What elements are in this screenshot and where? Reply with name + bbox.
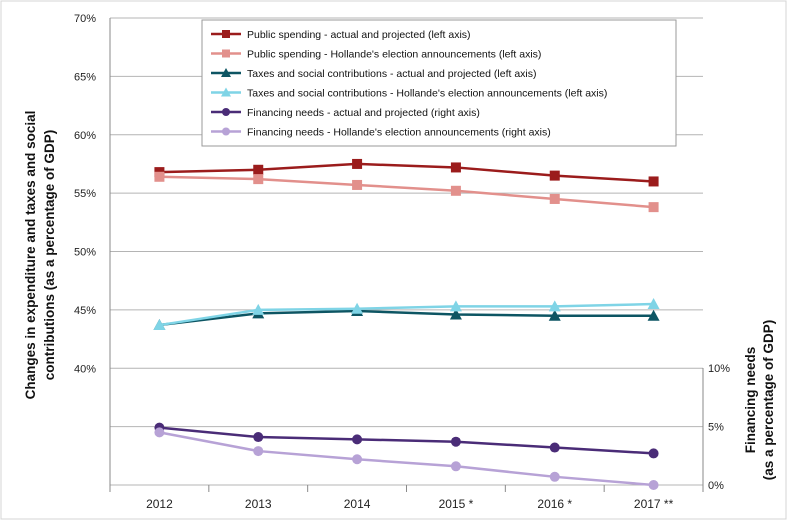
data-point <box>352 434 363 445</box>
right-tick-label: 5% <box>708 422 724 434</box>
x-tick-label: 2014 <box>344 497 371 511</box>
data-point <box>648 480 659 490</box>
legend-swatch-marker <box>222 108 230 116</box>
x-tick-label: 2017 ** <box>634 497 674 511</box>
legend-label: Financing needs - actual and projected (… <box>247 107 480 119</box>
data-point <box>648 448 659 459</box>
data-point <box>647 298 660 310</box>
data-point <box>648 202 659 213</box>
right-axis-title-line2: (as a percentage of GDP) <box>761 320 776 481</box>
right-tick-label: 10% <box>708 363 730 375</box>
series-group <box>153 298 660 331</box>
legend-swatch-marker <box>221 68 231 77</box>
series-layer <box>153 158 660 490</box>
data-point <box>549 471 560 482</box>
left-axis-title-line2: contributions (as a percentage of GDP) <box>42 130 57 381</box>
data-point <box>549 193 560 204</box>
series-line <box>159 302 654 327</box>
data-point <box>154 171 165 182</box>
legend-items: Public spending - actual and projected (… <box>211 29 607 139</box>
data-point <box>449 308 462 320</box>
data-point <box>647 309 660 321</box>
legend-label: Public spending - actual and projected (… <box>247 29 471 41</box>
x-tick-label: 2013 <box>245 497 272 511</box>
left-tick-label: 40% <box>74 363 96 375</box>
x-tick-label: 2016 * <box>537 497 572 511</box>
left-tick-label: 70% <box>74 13 96 25</box>
data-point <box>449 300 462 312</box>
left-tick-label: 60% <box>74 130 96 142</box>
series-line <box>159 175 654 209</box>
data-point <box>450 162 461 173</box>
legend-box <box>201 19 677 147</box>
legend-swatch-marker <box>222 30 230 38</box>
axis-layer: 40% 45% 50% 55% 60% 65% 70% 0% 5% 10% 2012 2013 2014… <box>74 13 730 511</box>
series-line <box>159 309 654 327</box>
left-tick-label: 45% <box>74 305 96 317</box>
data-point <box>352 158 363 169</box>
data-point <box>548 309 561 321</box>
legend-swatch-marker <box>222 127 230 136</box>
legend-label: Financing needs - Hollande's election an… <box>247 127 551 139</box>
data-point <box>253 164 264 175</box>
right-tick-label: 0% <box>708 480 724 492</box>
data-point <box>450 185 461 196</box>
series-group <box>154 427 659 490</box>
series-line <box>159 431 654 487</box>
data-point <box>450 436 461 447</box>
data-point <box>549 170 560 181</box>
data-point <box>548 300 561 312</box>
legend: Public spending - actual and projected (… <box>201 19 677 147</box>
data-point <box>252 303 265 315</box>
legend-label: Public spending - Hollande's election an… <box>247 49 541 61</box>
left-tick-label: 65% <box>74 71 96 83</box>
right-axis-title-line1: Financing needs <box>743 347 758 454</box>
left-tick-label: 50% <box>74 247 96 259</box>
data-point <box>253 432 264 443</box>
legend-swatch-marker <box>221 87 231 97</box>
x-tick-label: 2012 <box>146 497 173 511</box>
data-point <box>253 446 264 457</box>
series-group <box>154 171 659 213</box>
data-point <box>153 319 166 331</box>
data-point <box>154 427 165 438</box>
left-tick-label: 55% <box>74 188 96 200</box>
legend-label: Taxes and social contributions - actual … <box>247 68 536 80</box>
series-line <box>159 426 654 455</box>
data-point <box>351 302 364 314</box>
left-axis-title-line1: Changes in expenditure and taxes and soc… <box>23 111 38 400</box>
legend-swatch-marker <box>222 49 230 58</box>
series-line <box>159 162 654 183</box>
data-point <box>253 174 264 185</box>
data-point <box>352 179 363 190</box>
data-point <box>549 442 560 453</box>
data-point <box>648 176 659 187</box>
legend-label: Taxes and social contributions - Holland… <box>247 88 607 100</box>
data-point <box>352 454 363 465</box>
data-point <box>450 461 461 472</box>
x-tick-label: 2015 * <box>439 497 474 511</box>
